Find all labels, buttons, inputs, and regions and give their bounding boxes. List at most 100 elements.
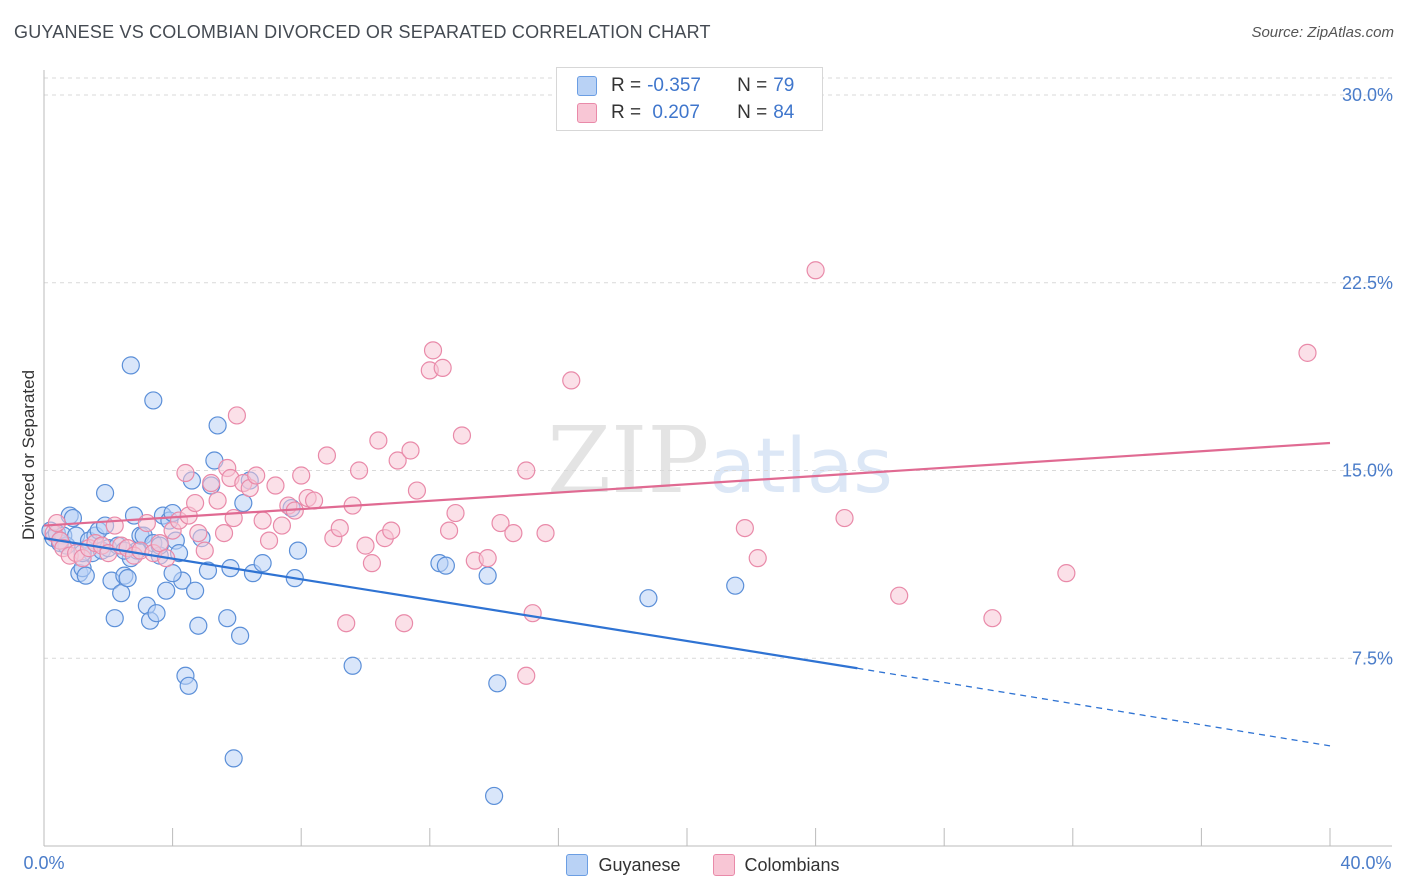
legend-swatch-blue [566,854,589,876]
watermark: ZIPatlas [547,407,893,514]
colombians-point [150,534,169,553]
colombians-point [517,461,536,480]
colombians-point [356,536,375,555]
guyanese-point [95,483,115,503]
colombians-trend-line [43,441,1331,527]
colombians-point [806,261,825,280]
legend-swatch-pink [577,103,597,123]
legend-r-label: R = [611,75,642,96]
legend-n-label: N = [737,102,768,123]
colombians-point [478,549,497,568]
legend-label-colombians: Colombians [744,854,840,875]
guyanese-trend-line [43,537,858,670]
guyanese-point [208,416,227,435]
guyanese-point [478,566,497,585]
colombians-point [446,503,465,523]
guyanese-point [76,566,95,585]
guyanese-point [639,589,658,608]
legend-r-label: R = [611,102,642,123]
guyanese-point [179,676,198,695]
guyanese-trend-extension [857,667,1331,747]
colombians-point [202,473,221,493]
guyanese-point [163,564,182,583]
colombians-point [983,609,1002,628]
guyanese-point [218,609,237,628]
legend-n-value: 79 [773,75,795,96]
colombians-point [536,523,555,543]
colombians-point [1298,343,1317,362]
y-axis-label: Divorced or Separated [19,370,38,540]
colombians-point [388,451,407,470]
y-tick-label: 7.5% [1352,648,1393,668]
legend-n-value: 84 [773,102,795,123]
colombians-point [401,441,420,460]
legend-r-value: 0.207 [647,102,700,123]
y-tick-label: 15.0% [1342,461,1393,481]
colombians-point [517,666,536,685]
guyanese-point [157,581,176,600]
colombians-point [407,481,427,500]
guyanese-point [253,554,272,573]
colombians-point [337,614,356,633]
chart-title: GUYANESE VS COLOMBIAN DIVORCED OR SEPARA… [14,22,711,42]
legend-item-guyanese: Guyanese [566,854,681,876]
guyanese-point [436,556,455,575]
guyanese-point [186,581,205,600]
legend-swatch-blue [577,76,597,96]
y-tick-label: 30.0% [1342,85,1393,105]
colombians-point [227,406,246,425]
guyanese-point [198,561,218,580]
colombians-point [349,461,369,480]
colombians-point [214,523,234,543]
colombians-point [423,341,443,360]
guyanese-point [144,391,163,410]
colombians-point [369,431,388,450]
colombians-point [890,586,909,605]
legend-item-colombians: Colombians [712,854,840,876]
guyanese-point [726,576,745,595]
x-tick-label: 40.0% [1340,853,1391,873]
source-label: Source: ZipAtlas.com [1251,24,1394,41]
colombians-point [253,511,272,530]
colombians-point [292,466,311,485]
guyanese-point [224,749,243,768]
colombians-point [735,518,754,538]
colombians-point [394,614,414,633]
guyanese-point [105,609,124,628]
colombians-point [504,523,523,543]
stats-legend: R = -0.357 N = 79 R = 0.207 N = 84 [556,67,823,131]
legend-swatch-pink [712,854,735,876]
colombians-point [189,523,208,543]
x-tick-label: 0.0% [23,853,64,873]
colombians-point [208,491,227,510]
legend-r-value: -0.357 [647,75,701,96]
guyanese-point [189,616,208,635]
colombians-point [362,554,382,573]
y-tick-label: 22.5% [1342,273,1393,293]
guyanese-point [231,626,250,645]
colombians-point [272,516,292,535]
guyanese-point [121,356,140,375]
guyanese-point [288,541,308,560]
guyanese-point [147,604,166,623]
colombians-point [562,371,581,390]
guyanese-point [112,584,131,603]
guyanese-point [118,569,137,588]
guyanese-point [343,656,362,675]
colombians-point [137,513,156,533]
colombians-point [47,513,66,533]
colombians-point [317,446,337,465]
legend-row-colombians: R = 0.207 N = 84 [577,100,794,126]
colombians-point [186,493,205,513]
guyanese-point [234,493,253,513]
guyanese-point [488,674,507,693]
colombians-point [266,476,285,495]
guyanese-point [485,786,504,806]
colombians-point [382,521,401,540]
legend-row-guyanese: R = -0.357 N = 79 [577,73,794,99]
colombians-point [835,508,854,528]
colombians-point [439,521,459,540]
series-legend: Guyanese Colombians [0,852,1406,878]
colombians-point [748,549,767,568]
